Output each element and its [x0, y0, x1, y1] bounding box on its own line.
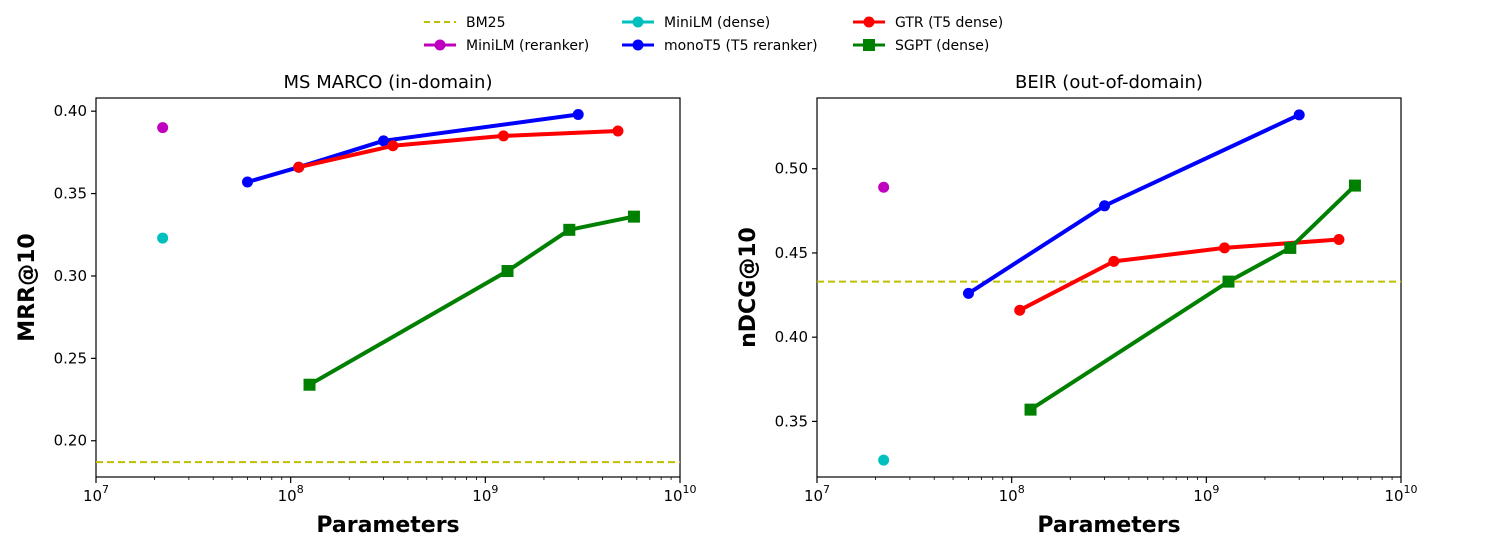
data-point	[627, 210, 640, 223]
data-point	[157, 232, 169, 244]
x-tick-label: 107	[804, 483, 830, 505]
series-gtr-t5-dense	[1014, 233, 1345, 316]
data-point	[1014, 304, 1026, 316]
series-line	[967, 112, 1301, 296]
y-tick-label: 0.30	[54, 267, 87, 285]
data-point	[612, 125, 624, 137]
legend-swatch-marker	[863, 39, 875, 51]
series-monot5-t5-reranker	[962, 109, 1305, 299]
series-line	[246, 112, 579, 184]
series-monot5-t5-reranker	[241, 108, 584, 188]
legend-label: SGPT (dense)	[895, 38, 989, 54]
data-point	[387, 140, 399, 152]
legend-label: MiniLM (reranker)	[466, 38, 589, 54]
data-point	[1333, 233, 1345, 245]
chart-title: BEIR (out-of-domain)	[1015, 72, 1203, 93]
y-tick-label: 0.35	[775, 412, 808, 430]
legend-item-sgpt-dense: SGPT (dense)	[853, 38, 989, 54]
x-axis-label: Parameters	[1037, 513, 1180, 538]
series-minilm-dense	[157, 232, 169, 244]
data-point	[303, 378, 316, 391]
y-tick-label: 0.25	[54, 349, 87, 367]
legend-item-minilm-dense: MiniLM (dense)	[622, 15, 770, 31]
y-axis-label: MRR@10	[15, 233, 40, 341]
data-point	[498, 130, 510, 142]
data-point	[501, 265, 514, 278]
y-tick-label: 0.40	[775, 328, 808, 346]
series-sgpt-dense	[1024, 179, 1361, 416]
y-tick-label: 0.50	[775, 160, 808, 178]
chart-ms-marco: MS MARCO (in-domain) 0.20 0.25 0.30 0.35 0.40…	[15, 72, 697, 538]
series-line	[308, 214, 635, 387]
legend: BM25 MiniLM (reranker) MiniLM (dense) monoT…	[424, 15, 1003, 54]
y-tick-label: 0.40	[54, 102, 87, 120]
series-line	[1029, 184, 1357, 412]
x-tick-label: 109	[472, 483, 498, 505]
legend-swatch-marker	[434, 39, 446, 51]
data-point	[1219, 242, 1231, 254]
legend-item-monot5-t5-reranker: monoT5 (T5 reranker)	[622, 38, 818, 54]
x-tick-label: 107	[83, 483, 109, 505]
data-point	[572, 108, 584, 120]
y-tick-label: 0.35	[54, 185, 87, 203]
data-point	[1108, 255, 1120, 267]
y-tick-label: 0.20	[54, 432, 87, 450]
legend-swatch-marker	[632, 16, 644, 28]
y-tick-label: 0.45	[775, 244, 808, 262]
data-point	[1222, 275, 1235, 288]
data-point	[878, 181, 890, 193]
legend-label: GTR (T5 dense)	[895, 15, 1003, 31]
chart-beir: BEIR (out-of-domain) 0.35 0.40 0.45 0.50 107 1…	[736, 72, 1418, 538]
x-tick-label: 108	[278, 483, 304, 505]
chart-title: MS MARCO (in-domain)	[284, 72, 493, 93]
data-point	[378, 135, 390, 147]
legend-item-minilm-reranker: MiniLM (reranker)	[424, 38, 589, 54]
data-point	[1293, 109, 1305, 121]
series-minilm-reranker	[157, 122, 169, 134]
series-line	[298, 129, 618, 170]
data-point	[1348, 179, 1361, 192]
y-axis-label: nDCG@10	[736, 227, 761, 348]
series-minilm-dense	[878, 454, 890, 466]
data-point	[241, 176, 253, 188]
legend-swatch-marker	[632, 39, 644, 51]
series-line	[1018, 237, 1340, 312]
data-point	[962, 287, 974, 299]
data-point	[293, 161, 305, 173]
legend-item-gtr-t5-dense: GTR (T5 dense)	[853, 15, 1003, 31]
series-gtr-t5-dense	[293, 125, 624, 173]
x-tick-label: 109	[1193, 483, 1219, 505]
data-point	[1284, 241, 1297, 254]
data-point	[157, 122, 169, 134]
x-tick-label: 1010	[1384, 483, 1417, 505]
legend-label: monoT5 (T5 reranker)	[664, 38, 818, 54]
data-point	[1024, 403, 1037, 416]
legend-item-bm25: BM25	[424, 15, 506, 31]
x-tick-label: 1010	[663, 483, 696, 505]
legend-swatch-marker	[863, 16, 875, 28]
x-tick-label: 108	[999, 483, 1025, 505]
series-sgpt-dense	[303, 210, 640, 391]
legend-label: MiniLM (dense)	[664, 15, 770, 31]
data-point	[1099, 200, 1111, 212]
data-point	[563, 223, 576, 236]
series-minilm-reranker	[878, 181, 890, 193]
legend-label: BM25	[466, 15, 506, 31]
plot-frame	[95, 97, 681, 478]
plot-frame	[816, 97, 1402, 478]
x-axis-label: Parameters	[316, 513, 459, 538]
data-point	[878, 454, 890, 466]
